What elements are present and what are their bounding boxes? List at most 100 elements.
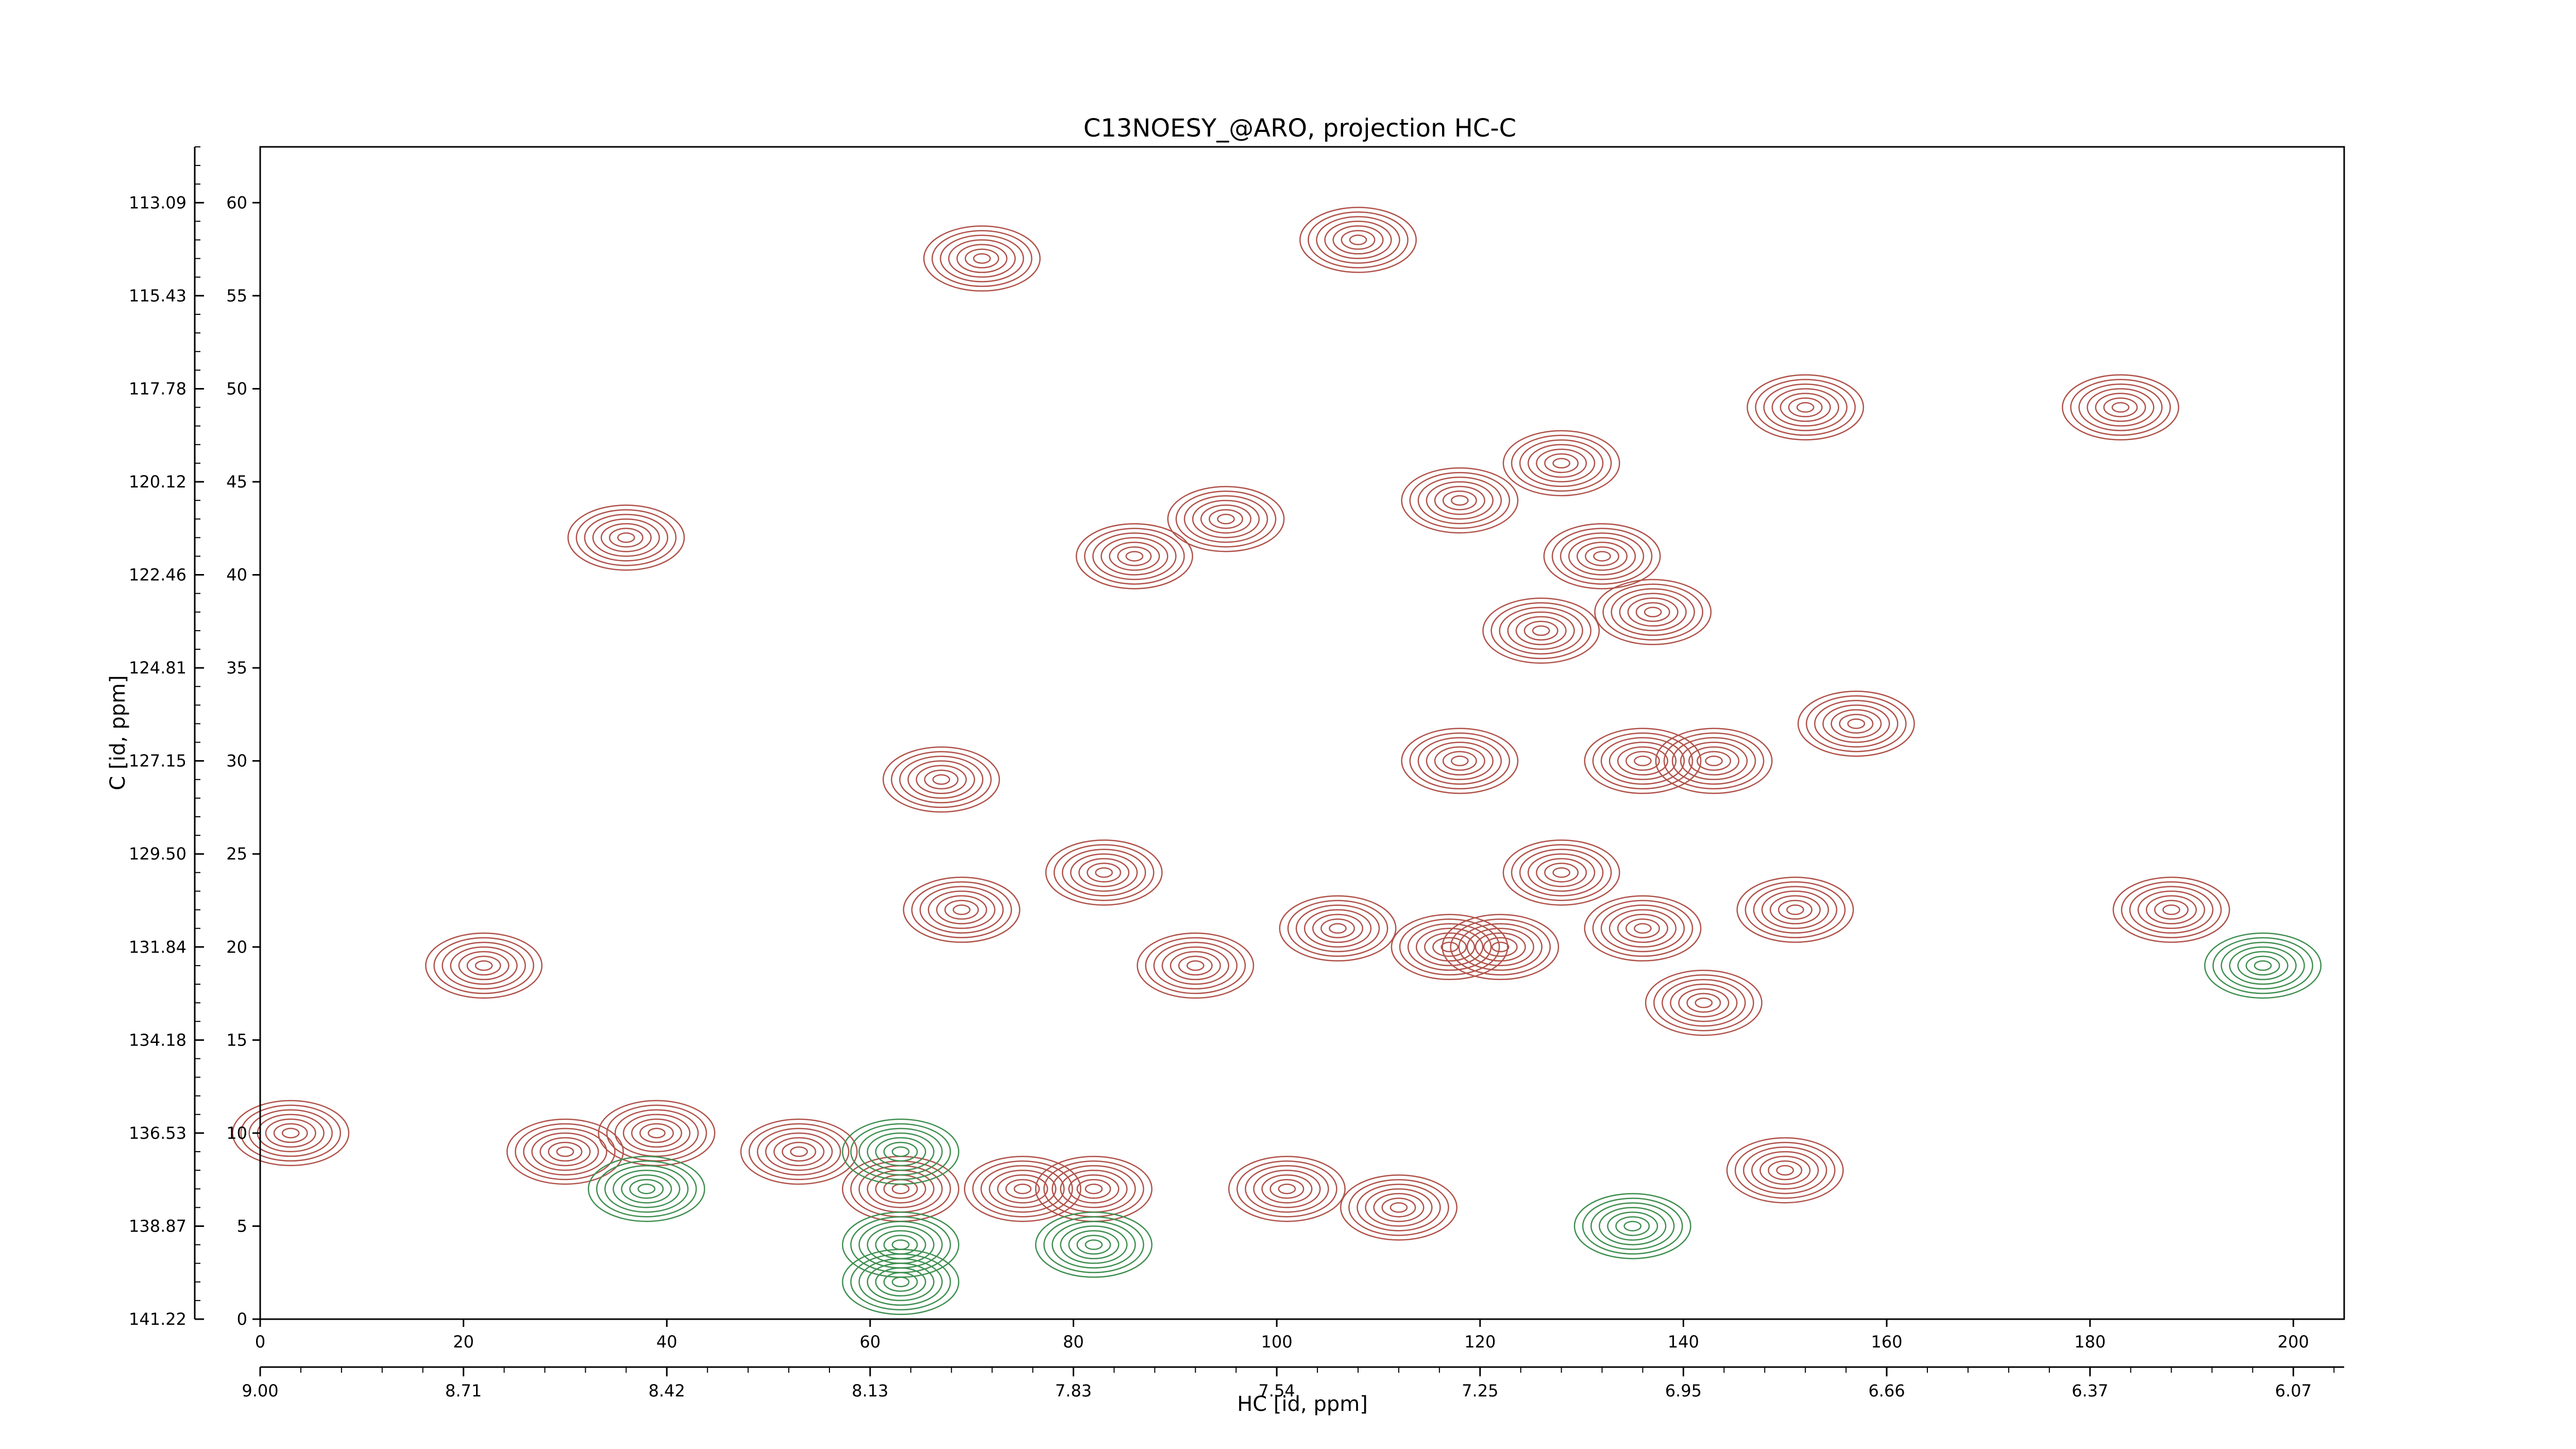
y-ppm-tick-label: 122.46 (129, 565, 187, 585)
positive-peak-ring (1551, 528, 1653, 585)
positive-peak-ring (1365, 1188, 1433, 1227)
positive-peak-14 (883, 746, 1000, 813)
positive-peak-23 (1645, 969, 1762, 1036)
positive-peak-ring (1183, 495, 1268, 543)
negative-peak-ring (637, 1183, 656, 1194)
positive-peak-27 (1797, 690, 1915, 757)
positive-peak-ring (1788, 397, 1823, 417)
positive-peak-ring (1662, 979, 1746, 1027)
negative-peak-ring (2204, 932, 2322, 999)
positive-peak-ring (1060, 1169, 1128, 1208)
positive-peak-ring (1068, 1174, 1120, 1204)
plot-frame (259, 146, 2345, 1320)
positive-peak-33 (1228, 1155, 1346, 1222)
positive-peak-ring (782, 1141, 817, 1162)
positive-peak-ring (2111, 402, 2130, 413)
positive-peak-ring (1544, 453, 1579, 474)
positive-peak-ring (1585, 546, 1620, 566)
positive-peak-ring (1751, 1151, 1819, 1190)
positive-peak-ring (1515, 616, 1567, 646)
positive-peak-ring (1796, 402, 1815, 413)
positive-peak-ring (2070, 379, 2171, 436)
positive-peak-28 (598, 1100, 716, 1167)
positive-peak-ring (1095, 867, 1113, 878)
contour-plot-area (232, 207, 2322, 1316)
positive-peak-ring (1786, 904, 1804, 915)
y-axis-label: C [id, ppm] (106, 675, 130, 790)
positive-peak-ring (2078, 383, 2163, 431)
positive-peak-ring (1005, 1178, 1040, 1199)
positive-peak-ring (1013, 1183, 1032, 1194)
positive-peak-ring (1594, 579, 1712, 646)
positive-peak-ring (515, 1123, 616, 1181)
positive-peak-ring (1528, 444, 1596, 483)
positive-peak-ring (1466, 928, 1534, 967)
positive-peak-ring (1295, 904, 1380, 952)
negative-peak-ring (891, 1276, 910, 1288)
positive-peak-ring (931, 230, 1032, 287)
positive-peak-ring (474, 960, 493, 971)
positive-peak-7 (1543, 523, 1661, 589)
positive-peak-ring (1200, 504, 1252, 534)
positive-peak-ring (1634, 755, 1652, 766)
negative-peak-ring (1615, 1216, 1650, 1236)
positive-peak-ring (1178, 955, 1213, 976)
positive-peak-ring (1768, 1160, 1803, 1181)
positive-peak-ring (248, 1109, 333, 1157)
positive-peak-ring (1417, 737, 1502, 785)
negative-peak-6 (2204, 932, 2322, 999)
positive-peak-1 (923, 225, 1041, 292)
x-index-tick-label: 20 (453, 1332, 474, 1352)
positive-peak-ring (608, 528, 643, 548)
negative-peak-ring (1043, 1216, 1144, 1273)
positive-peak-ring (1434, 485, 1485, 515)
negative-peak-ring (587, 1155, 705, 1222)
positive-peak-ring (973, 253, 991, 264)
positive-peak-ring (1697, 751, 1732, 771)
positive-peak-ring (1053, 844, 1155, 901)
positive-peak-ring (1192, 499, 1260, 538)
x-ppm-tick-label: 6.66 (1868, 1381, 1905, 1401)
y-index-ticks: 0 5 10 15 20 25 30 35 40 45 50 55 60 (226, 193, 260, 1329)
positive-peak-ring (989, 1169, 1057, 1208)
y-index-tick-label: 30 (226, 751, 247, 771)
positive-peak-ring (1653, 974, 1754, 1032)
positive-peak-ring (2121, 881, 2222, 938)
negative-peak-ring (891, 1146, 910, 1157)
positive-peak-ring (1078, 858, 1130, 887)
positive-peak-ring (1511, 844, 1612, 901)
positive-peak-ring (916, 765, 967, 795)
positive-peak-4 (1167, 485, 1285, 552)
positive-peak-ring (232, 1100, 350, 1167)
positive-peak-ring (1186, 960, 1205, 971)
positive-peak-ring (1600, 737, 1685, 785)
positive-peak-ring (622, 1114, 691, 1153)
positive-peak-ring (748, 1123, 850, 1181)
positive-peak-ring (899, 755, 984, 804)
x-index-tick-label: 160 (1871, 1332, 1903, 1352)
positive-peak-ring (1415, 928, 1484, 967)
negative-peak-ring (1084, 1239, 1103, 1250)
negative-peak-ring (1607, 1211, 1658, 1241)
positive-peak-15 (903, 877, 1021, 943)
x-index-tick-label: 140 (1668, 1332, 1699, 1352)
positive-peak-35 (1726, 1137, 1844, 1204)
positive-peak-ring (964, 248, 999, 268)
x-ppm-tick-label: 6.37 (2072, 1381, 2108, 1401)
positive-peak-ring (1348, 1179, 1449, 1236)
positive-peak-ring (458, 951, 510, 981)
positive-peak-ring (903, 877, 1021, 943)
negative-peak-ring (883, 1272, 918, 1292)
positive-peak-ring (1592, 732, 1693, 789)
negative-peak-ring (1573, 1193, 1691, 1259)
positive-peak-ring (1502, 839, 1620, 906)
positive-peak-ring (1401, 467, 1519, 534)
positive-peak-ring (1502, 430, 1620, 497)
positive-peak-ring (1600, 904, 1685, 952)
positive-peak-ring (1543, 523, 1661, 589)
positive-peak-17 (1137, 932, 1255, 999)
positive-peak-ring (2137, 890, 2206, 929)
positive-peak-ring (1499, 606, 1583, 655)
positive-peak-ring (1734, 1141, 1836, 1199)
